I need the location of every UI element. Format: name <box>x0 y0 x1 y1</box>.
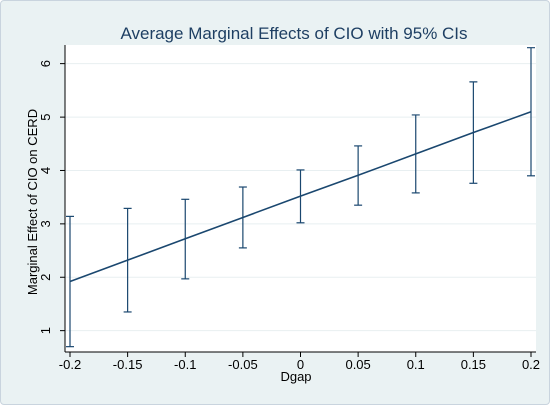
x-axis-label: Dgap <box>280 369 311 384</box>
x-tick-label: -0.15 <box>113 357 143 372</box>
y-tick-label: 6 <box>38 60 53 67</box>
y-tick-label: 2 <box>38 274 53 281</box>
axes: 1 2 3 4 5 6 -0.2 -0.15 -0.1 -0.05 0 0.05 0.1 0.15 0.2 <box>38 45 540 372</box>
y-tick-label: 1 <box>38 327 53 334</box>
chart-title: Average Marginal Effects of CIO with 95%… <box>120 24 467 43</box>
y-axis-label: Marginal Effect of CIO on CERD <box>25 109 40 295</box>
x-tick-label: -0.05 <box>228 357 258 372</box>
y-tick-label: 5 <box>38 113 53 120</box>
series <box>66 47 535 348</box>
x-tick-label: -0.2 <box>59 357 81 372</box>
x-tick-label: 0.2 <box>522 357 540 372</box>
y-tick-label: 3 <box>38 220 53 227</box>
effect-line <box>69 110 532 283</box>
x-tick-label: 0.15 <box>461 357 486 372</box>
x-tick-label: 0.1 <box>407 357 425 372</box>
x-tick-label: 0 <box>297 357 304 372</box>
x-tick-label: -0.1 <box>174 357 196 372</box>
x-tick-label: 0.05 <box>345 357 370 372</box>
y-tick-label: 4 <box>38 167 53 174</box>
